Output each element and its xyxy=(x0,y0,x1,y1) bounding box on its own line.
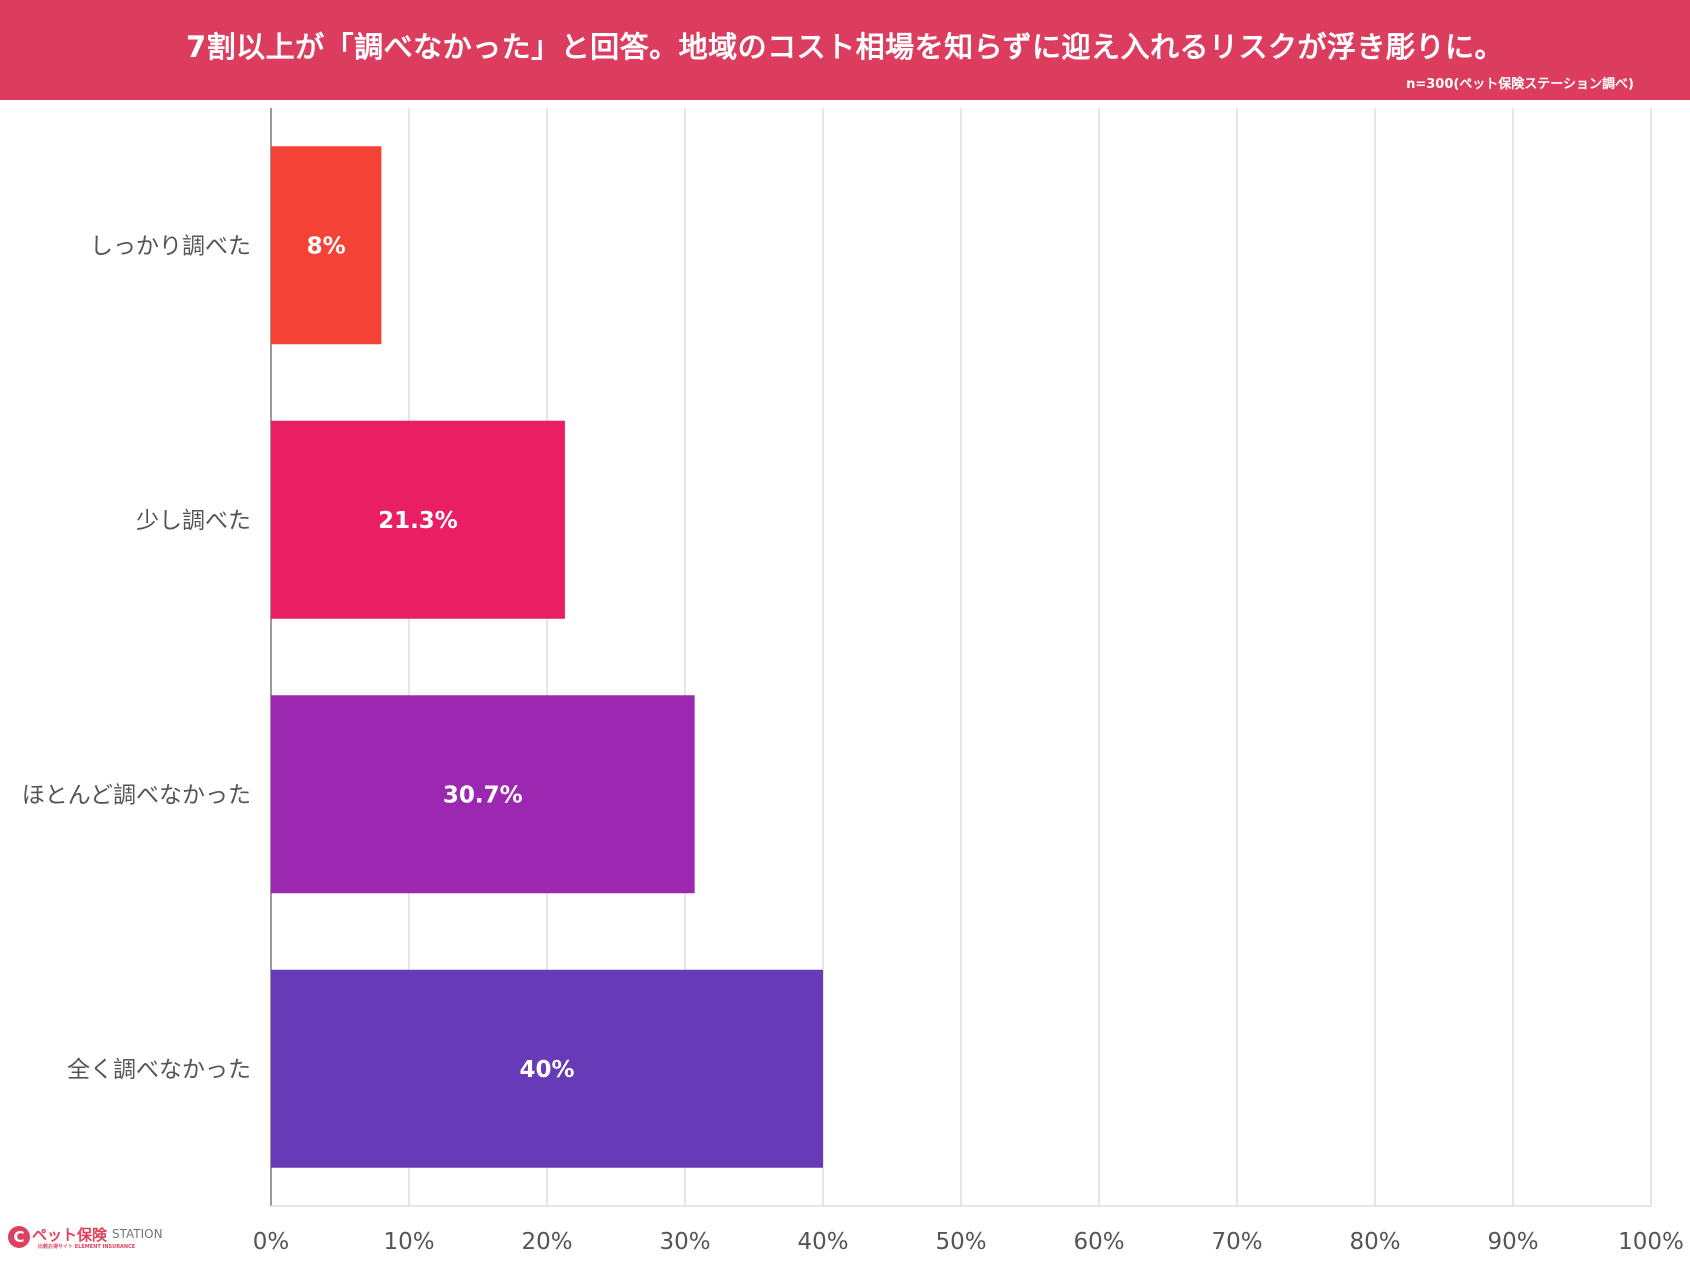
bars: 8% 21.3% 30.7% 40% xyxy=(271,146,823,1168)
x-tick-label: 60% xyxy=(1073,1229,1124,1255)
data-label: 30.7% xyxy=(443,782,523,808)
x-tick-label: 100% xyxy=(1618,1229,1684,1255)
chart-header: 7割以上が「調べなかった」と回答。地域のコスト相場を知らずに迎え入れるリスクが浮… xyxy=(0,0,1690,100)
category-label: 全く調べなかった xyxy=(67,1057,251,1083)
x-tick-label: 20% xyxy=(521,1229,572,1255)
x-tick-label: 10% xyxy=(383,1229,434,1255)
data-label: 21.3% xyxy=(378,508,458,534)
bar xyxy=(271,146,382,345)
category-label: ほとんど調べなかった xyxy=(22,782,251,808)
bar xyxy=(271,695,695,894)
x-tick-label: 90% xyxy=(1487,1229,1538,1255)
x-tick-label: 50% xyxy=(935,1229,986,1255)
bar xyxy=(271,420,565,619)
logo-station-text: STATION xyxy=(112,1227,163,1241)
grid-lines xyxy=(270,108,1652,1207)
category-label: 少し調べた xyxy=(136,508,251,534)
x-axis-tick-labels: 0% 10% 20% 30% 40% 50% 60% 70% 80% 90% 100% xyxy=(253,1229,1684,1255)
logo-sub-text: 比較お得サイト ELEMENT INSURANCE xyxy=(38,1244,136,1250)
x-tick-label: 0% xyxy=(253,1229,290,1255)
data-label: 40% xyxy=(519,1057,574,1083)
x-tick-label: 70% xyxy=(1211,1229,1262,1255)
bar xyxy=(271,969,823,1168)
logo-main-text: ペット保険 xyxy=(32,1226,108,1244)
chart-title: 7割以上が「調べなかった」と回答。地域のコスト相場を知らずに迎え入れるリスクが浮… xyxy=(185,30,1505,64)
x-tick-label: 40% xyxy=(797,1229,848,1255)
data-label: 8% xyxy=(307,233,346,259)
category-label: しっかり調べた xyxy=(90,233,251,259)
x-tick-label: 80% xyxy=(1349,1229,1400,1255)
x-tick-label: 30% xyxy=(659,1229,710,1255)
logo-mark-icon: C xyxy=(8,1226,30,1248)
source-note: n=300(ペット保険ステーション調べ) xyxy=(1406,77,1634,92)
